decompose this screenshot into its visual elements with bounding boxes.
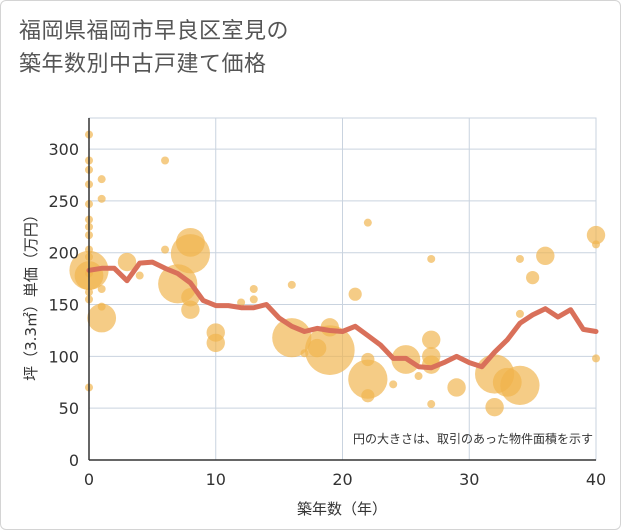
x-tick-label: 40 bbox=[586, 470, 606, 489]
bubble-point bbox=[97, 285, 106, 293]
bubble-point bbox=[427, 254, 436, 263]
bubble-point bbox=[181, 300, 200, 319]
bubble-point bbox=[526, 271, 540, 285]
bubble-point bbox=[592, 354, 600, 363]
bubble-point bbox=[500, 365, 540, 405]
y-tick-label: 250 bbox=[48, 192, 79, 211]
x-axis-label: 築年数（年） bbox=[297, 500, 387, 518]
bubble-point bbox=[422, 330, 441, 349]
bubble-point bbox=[161, 156, 170, 165]
bubble-point bbox=[135, 271, 144, 280]
bubble-point bbox=[414, 372, 423, 381]
bubble-point bbox=[348, 359, 388, 399]
bubble-point bbox=[586, 225, 606, 245]
x-tick-label: 10 bbox=[206, 470, 226, 489]
y-tick-label: 100 bbox=[48, 347, 79, 366]
y-tick-label: 0 bbox=[69, 451, 79, 470]
bubble-point bbox=[237, 298, 246, 307]
bubble-point bbox=[447, 378, 466, 397]
bubble-point bbox=[97, 175, 106, 184]
bubble-point bbox=[287, 280, 296, 289]
bubble-size-note: 円の大きさは、取引のあった物件面積を示す bbox=[353, 431, 593, 446]
bubble-point bbox=[363, 218, 372, 227]
bubble-point bbox=[592, 240, 600, 249]
bubble-point bbox=[515, 254, 524, 263]
x-tick-label: 0 bbox=[84, 470, 94, 489]
bubble-point bbox=[170, 234, 210, 274]
bubble-point bbox=[87, 303, 117, 333]
bubble-point bbox=[536, 246, 555, 266]
bubble-point bbox=[97, 194, 106, 203]
bubble-point bbox=[515, 309, 524, 318]
y-tick-label: 300 bbox=[48, 140, 79, 159]
bubble-point bbox=[427, 400, 436, 409]
chart-title: 福岡県福岡市早良区室見の 築年数別中古戸建て価格 bbox=[19, 15, 439, 81]
bubble-point bbox=[249, 285, 258, 293]
bubble-point bbox=[485, 397, 504, 417]
bubble-point bbox=[361, 389, 375, 403]
tick-labels: 0 50 100 150 200 250 300 0 10 20 30 40 bbox=[48, 140, 606, 489]
y-axis-label: 坪（3.3㎡）単価（万円） bbox=[22, 207, 40, 381]
bubble-point bbox=[389, 380, 398, 389]
chart-title-line-1: 福岡県福岡市早良区室見の bbox=[19, 19, 290, 44]
bubble-point bbox=[117, 252, 137, 272]
y-tick-label: 50 bbox=[59, 399, 79, 418]
bubble-series bbox=[69, 130, 606, 417]
bubble-point bbox=[161, 245, 170, 254]
y-tick-label: 200 bbox=[48, 244, 79, 263]
bubble-point bbox=[348, 287, 362, 301]
x-tick-label: 30 bbox=[459, 470, 479, 489]
axes bbox=[88, 118, 596, 461]
bubble-point bbox=[206, 333, 225, 353]
bubble-point bbox=[305, 325, 355, 375]
trend-line bbox=[86, 259, 599, 371]
chart-title-line-2: 築年数別中古戸建て価格 bbox=[19, 52, 267, 77]
y-tick-label: 150 bbox=[48, 296, 79, 315]
bubble-point bbox=[249, 295, 258, 304]
x-tick-label: 20 bbox=[332, 470, 352, 489]
